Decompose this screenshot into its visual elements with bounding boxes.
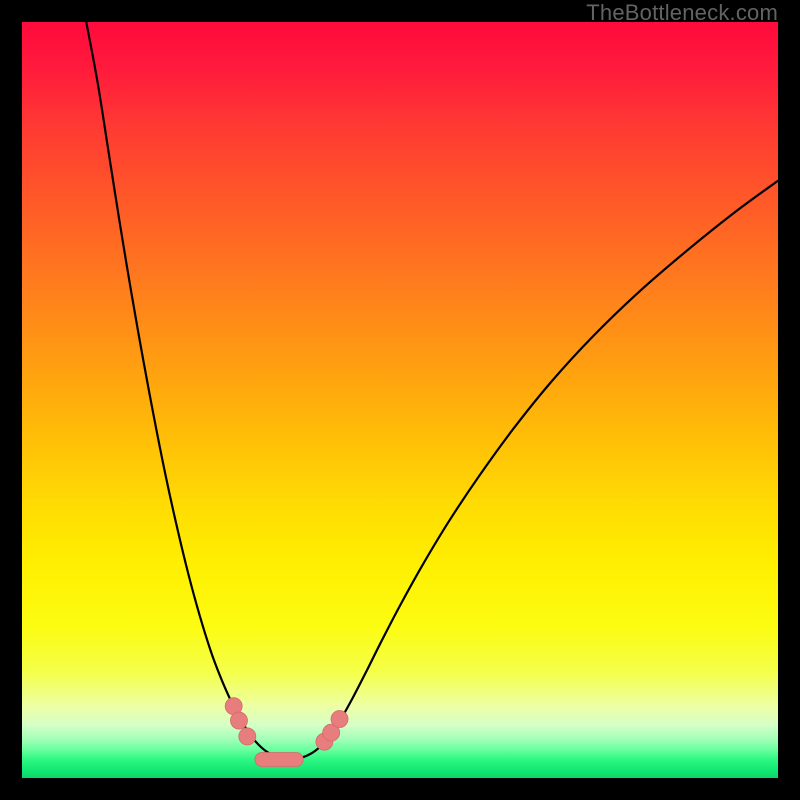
trough-markers — [225, 698, 348, 767]
trough-dot — [230, 712, 247, 729]
bottleneck-curve — [86, 22, 778, 759]
curve-layer — [22, 22, 778, 778]
trough-dot — [331, 711, 348, 728]
plot-area — [22, 22, 778, 778]
trough-dot — [239, 728, 256, 745]
trough-bar — [255, 752, 303, 766]
